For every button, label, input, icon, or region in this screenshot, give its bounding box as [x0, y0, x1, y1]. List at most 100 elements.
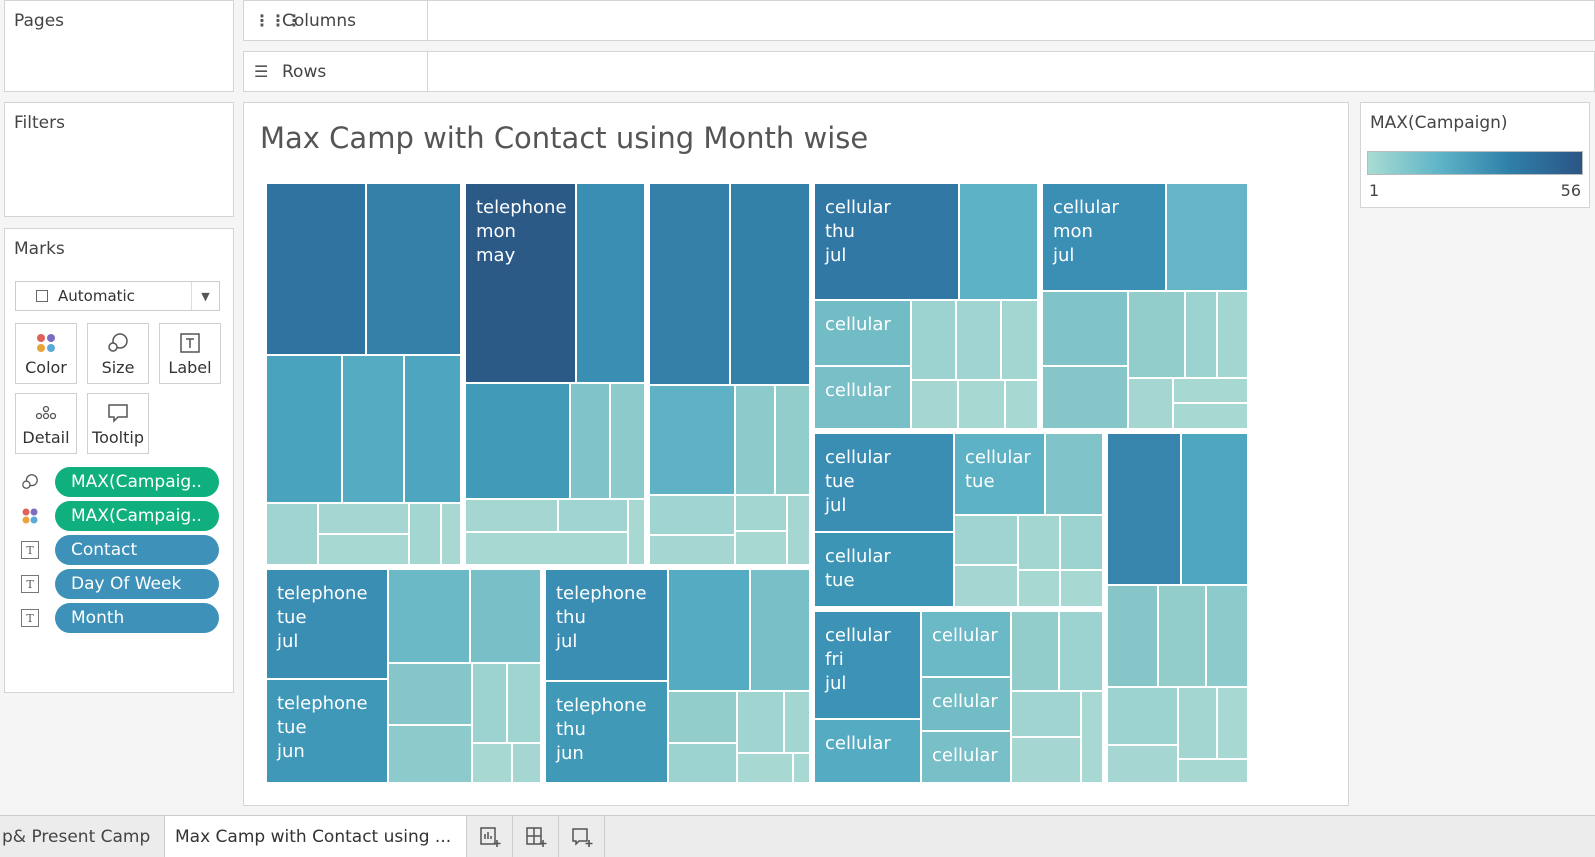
treemap-cell[interactable] [1011, 737, 1081, 783]
treemap-cell[interactable] [266, 503, 318, 565]
treemap-cell[interactable] [1173, 378, 1248, 403]
month-field-pill[interactable]: Month [55, 603, 219, 633]
treemap-cell[interactable] [366, 183, 461, 355]
treemap-cell[interactable]: telephone thu jun [545, 681, 668, 783]
filters-shelf[interactable]: Filters [4, 102, 234, 217]
treemap-cell[interactable] [472, 663, 507, 743]
treemap-cell[interactable] [441, 503, 461, 565]
treemap-cell[interactable] [1185, 291, 1217, 378]
treemap-cell[interactable] [959, 183, 1038, 300]
treemap-cell[interactable] [388, 569, 470, 663]
treemap-cell[interactable] [1178, 759, 1248, 783]
treemap-cell[interactable] [512, 743, 541, 783]
treemap-cell[interactable] [954, 565, 1018, 607]
treemap-cell[interactable]: cellular [814, 366, 911, 429]
treemap-cell[interactable] [610, 383, 645, 499]
chevron-down-icon[interactable]: ▼ [191, 282, 219, 310]
treemap-cell[interactable] [668, 569, 750, 691]
treemap-cell[interactable] [1005, 380, 1038, 429]
treemap-cell[interactable] [784, 691, 810, 753]
treemap-cell[interactable] [404, 355, 461, 503]
rows-shelf[interactable]: ☰ Rows [243, 51, 1595, 92]
treemap-cell[interactable] [1158, 585, 1206, 687]
treemap-cell[interactable] [775, 385, 810, 495]
treemap-cell[interactable] [1011, 691, 1081, 737]
treemap-cell[interactable] [1107, 687, 1178, 745]
color-legend[interactable]: MAX(Campaign) 1 56 [1360, 102, 1590, 208]
treemap-cell[interactable] [388, 725, 472, 783]
treemap-cell[interactable] [465, 499, 558, 532]
treemap-cell[interactable] [1128, 291, 1185, 378]
treemap-cell[interactable]: cellular [814, 719, 921, 783]
treemap-cell[interactable]: cellular tue [814, 532, 954, 607]
mark-type-dropdown[interactable]: Automatic ▼ [15, 281, 220, 311]
treemap-cell[interactable]: cellular [814, 300, 911, 366]
treemap-cell[interactable] [730, 183, 810, 385]
treemap-cell[interactable]: telephone tue jun [266, 679, 388, 783]
treemap-cell[interactable] [735, 531, 787, 565]
detail-button[interactable]: Detail [15, 393, 77, 454]
treemap-cell[interactable] [628, 499, 645, 565]
treemap-cell[interactable] [649, 495, 735, 535]
treemap-cell[interactable]: cellular [921, 611, 1011, 677]
treemap-cell[interactable] [750, 569, 810, 691]
treemap-cell[interactable]: cellular [921, 677, 1011, 731]
treemap-cell[interactable] [649, 385, 735, 495]
new-worksheet-icon[interactable] [467, 816, 513, 857]
treemap-cell[interactable] [318, 503, 409, 534]
size-field-pill[interactable]: MAX(Campaig.. [55, 467, 219, 497]
contact-field-pill[interactable]: Contact [55, 535, 219, 565]
treemap-cell[interactable] [735, 385, 775, 495]
treemap-cell[interactable] [342, 355, 404, 503]
treemap-cell[interactable] [1081, 691, 1103, 783]
treemap-cell[interactable] [1181, 433, 1248, 585]
treemap-cell[interactable] [954, 515, 1018, 565]
treemap-cell[interactable] [576, 183, 645, 383]
treemap-cell[interactable] [318, 534, 409, 565]
treemap-cell[interactable] [911, 380, 958, 429]
treemap-cell[interactable] [958, 380, 1005, 429]
treemap-cell[interactable] [1107, 745, 1178, 783]
label-button[interactable]: Label [159, 323, 221, 384]
treemap-cell[interactable]: cellular fri jul [814, 611, 921, 719]
treemap-cell[interactable] [1045, 433, 1103, 515]
treemap-cell[interactable] [472, 743, 512, 783]
treemap-cell[interactable] [507, 663, 541, 743]
treemap-cell[interactable] [1217, 687, 1248, 759]
treemap-cell[interactable] [1107, 433, 1181, 585]
treemap-cell[interactable] [1178, 687, 1217, 759]
color-field-pill[interactable]: MAX(Campaig.. [55, 501, 219, 531]
treemap-cell[interactable] [1206, 585, 1248, 687]
tooltip-button[interactable]: Tooltip [87, 393, 149, 454]
treemap-cell[interactable] [409, 503, 441, 565]
new-dashboard-icon[interactable] [513, 816, 559, 857]
treemap-cell[interactable] [956, 300, 1001, 380]
treemap-cell[interactable] [737, 753, 793, 783]
size-button[interactable]: Size [87, 323, 149, 384]
treemap-cell[interactable] [735, 495, 787, 531]
treemap-cell[interactable] [649, 535, 735, 565]
treemap-cell[interactable] [1018, 515, 1060, 570]
sheet-tab-active[interactable]: Max Camp with Contact using ... [165, 816, 467, 857]
treemap-cell[interactable] [1059, 611, 1103, 691]
treemap-cell[interactable] [1001, 300, 1038, 380]
treemap-cell[interactable] [1217, 291, 1248, 378]
treemap-cell[interactable]: cellular thu jul [814, 183, 959, 300]
treemap-cell[interactable] [570, 383, 610, 499]
treemap-cell[interactable]: cellular mon jul [1042, 183, 1166, 291]
treemap-cell[interactable] [388, 663, 472, 725]
treemap-cell[interactable]: telephone tue jul [266, 569, 388, 679]
treemap-cell[interactable] [787, 495, 810, 565]
treemap-cell[interactable]: cellular [921, 731, 1011, 783]
new-story-icon[interactable] [559, 816, 605, 857]
treemap-cell[interactable] [1107, 585, 1158, 687]
treemap-cell[interactable] [1011, 611, 1059, 691]
treemap-cell[interactable] [649, 183, 730, 385]
treemap-cell[interactable] [558, 499, 628, 532]
treemap-cell[interactable] [737, 691, 784, 753]
treemap-cell[interactable]: cellular tue jul [814, 433, 954, 532]
treemap-cell[interactable]: telephone thu jul [545, 569, 668, 681]
treemap-cell[interactable] [465, 383, 570, 499]
treemap-cell[interactable] [1042, 366, 1128, 429]
treemap-cell[interactable] [911, 300, 956, 380]
